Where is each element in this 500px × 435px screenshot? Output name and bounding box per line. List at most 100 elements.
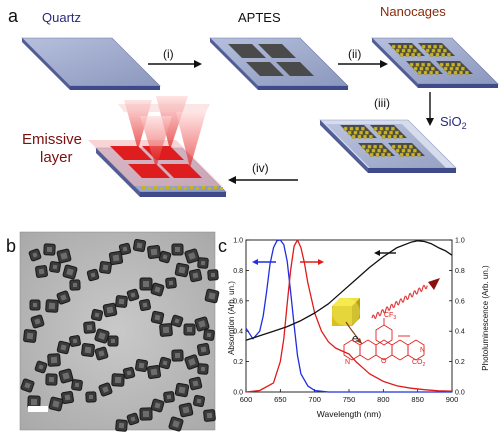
- tem-nanocage-core: [110, 338, 116, 344]
- nanocage-dot: [363, 134, 367, 139]
- tem-nanocage-core: [60, 344, 67, 351]
- nanocage-dot: [437, 48, 441, 53]
- panel-b: b: [6, 231, 220, 432]
- aptes-substrate: [209, 37, 349, 90]
- nanocage-dot: [453, 70, 458, 75]
- y-tick-label-right: 0.6: [455, 298, 465, 305]
- tem-nanocage-core: [138, 362, 145, 369]
- y-tick-label-right: 0.2: [455, 359, 465, 366]
- nanocage-dot: [401, 48, 406, 53]
- arrow-step-i: [148, 60, 202, 68]
- tem-nanocage-core: [50, 356, 58, 364]
- nanocage-dot: [382, 148, 387, 153]
- electron-arrow: [345, 321, 363, 345]
- nanocage-dot: [426, 62, 431, 67]
- absorption-blue-line: [245, 239, 452, 393]
- nanocage-dot: [399, 52, 404, 57]
- tem-nanocage-core: [122, 246, 128, 252]
- tem-nanocage-core: [142, 410, 150, 418]
- scale-bar: [28, 406, 48, 412]
- tem-nanocage-core: [130, 416, 136, 422]
- nanocage-dot: [405, 52, 410, 57]
- nanocage-dot: [416, 52, 421, 57]
- panel-letter-a: a: [8, 6, 19, 26]
- arrow-step-iii: [426, 92, 434, 126]
- tem-nanocage-core: [60, 294, 67, 301]
- nanocage-dot: [389, 130, 393, 135]
- tem-nanocage-core: [52, 400, 60, 408]
- nanocage-dot: [383, 130, 388, 135]
- nanocage-dot: [408, 44, 413, 49]
- nanocage-dot: [434, 70, 439, 75]
- nanocage-array-coated: [343, 126, 421, 157]
- tem-nanocage-core: [52, 264, 58, 270]
- nanocage-dot: [360, 126, 365, 131]
- tem-nanocage-core: [142, 302, 148, 308]
- nanocage-dot: [148, 187, 151, 190]
- nanocage-dot: [353, 130, 358, 135]
- label-aptes: APTES: [238, 10, 281, 25]
- nanocage-dot: [423, 70, 428, 75]
- nanocage-dot: [435, 52, 440, 57]
- tem-nanocage-core: [200, 260, 206, 266]
- nanocage-dot: [449, 66, 454, 71]
- panel-a: a Quartz (i) APTES (ii: [8, 4, 499, 197]
- sio2-substrate: [319, 119, 457, 173]
- nanocage-dot: [387, 134, 392, 139]
- step-ii-label: (ii): [348, 47, 361, 61]
- nanocage-substrate: [371, 37, 499, 88]
- nanocage-dot: [196, 187, 199, 190]
- nanocage-dot: [381, 134, 386, 139]
- tem-nanocage-core: [198, 320, 206, 328]
- tem-nanocage-core: [118, 422, 125, 429]
- step-iii-label: (iii): [374, 96, 390, 110]
- nanocage-dot: [378, 144, 383, 149]
- tem-nanocage-core: [62, 372, 70, 380]
- nanocage-dot: [220, 187, 223, 190]
- nanocage-dot: [399, 152, 404, 157]
- y-tick-label-left: 1.0: [233, 238, 243, 245]
- tem-nanocage-core: [33, 303, 37, 307]
- nanocage-dot: [160, 187, 163, 190]
- tem-nanocage-core: [38, 268, 45, 275]
- tem-nanocage-core: [98, 332, 106, 340]
- x-tick-label: 650: [274, 395, 287, 404]
- tem-nanocage-core: [206, 332, 212, 338]
- nanocage-dot: [208, 187, 211, 190]
- tem-nanocage-core: [66, 268, 74, 276]
- tem-nanocage-core: [178, 266, 186, 274]
- tem-nanocage-core: [188, 252, 196, 260]
- label-quartz: Quartz: [42, 10, 81, 25]
- nanocage-dot: [403, 144, 407, 149]
- tem-nanocage-core: [210, 272, 216, 278]
- y-tick-label-left: 0.2: [233, 359, 243, 366]
- tem-nanocage-core: [88, 394, 94, 400]
- nanocage-dot: [377, 130, 382, 135]
- tem-nanocage-core: [46, 246, 53, 253]
- tem-nanocage-core: [162, 326, 170, 334]
- nanocage-dot: [421, 62, 425, 67]
- nanocage-dot: [425, 66, 429, 71]
- nanocage-dot: [415, 62, 420, 67]
- nanocage-dot: [373, 144, 377, 149]
- nanocage-dot: [367, 144, 372, 149]
- nanocage-dot: [377, 148, 381, 153]
- nanocage-dot: [395, 48, 400, 53]
- quartz-substrate: [21, 37, 161, 90]
- tem-nanocage-core: [154, 402, 161, 409]
- tem-nanocage-core: [208, 292, 216, 300]
- nanocage-dot: [456, 62, 461, 67]
- electron-label: e: [352, 333, 358, 345]
- nanocage-dot: [184, 187, 187, 190]
- nanocage-dot: [405, 152, 410, 157]
- nanocage-dot: [455, 66, 459, 71]
- tem-nanocage-core: [172, 420, 180, 428]
- panel-c: c 0.00.20.40.60.81.0 0.00.20.40.60.81.0 …: [218, 236, 490, 419]
- tem-nanocage-core: [162, 360, 168, 366]
- nanocage-dot: [417, 70, 422, 75]
- nanocage-dot: [433, 44, 437, 49]
- tem-nanocage-core: [192, 272, 199, 279]
- x-tick-label: 900: [446, 395, 459, 404]
- nanocage-dot: [419, 66, 424, 71]
- tem-nanocage-core: [32, 252, 38, 258]
